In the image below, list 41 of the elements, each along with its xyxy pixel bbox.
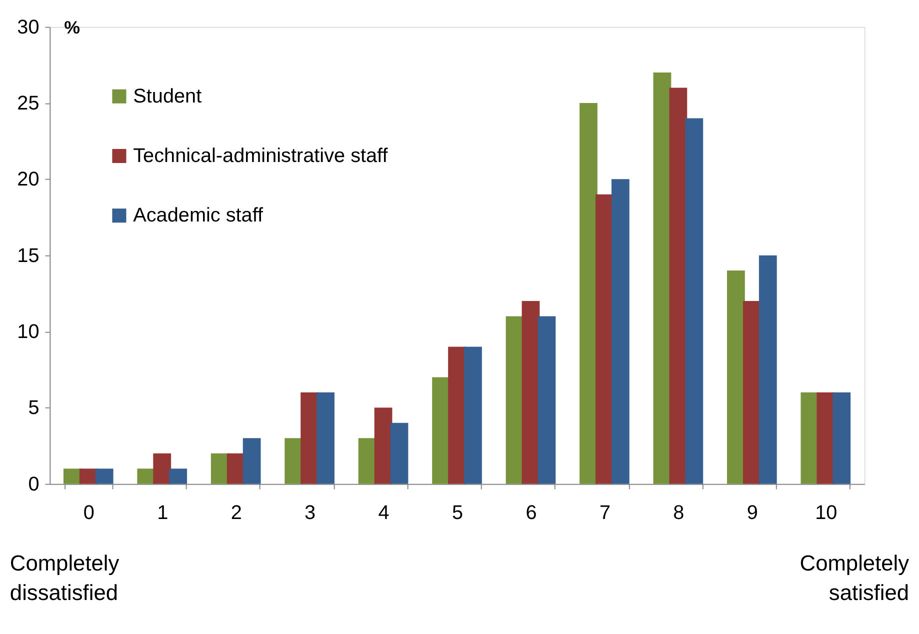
text: Completely satisfied <box>800 550 910 606</box>
bar <box>390 422 408 484</box>
x-tick-label: 1 <box>157 502 168 524</box>
bar <box>685 118 704 484</box>
bar <box>95 468 114 484</box>
y-tick-label: 15 <box>17 244 40 267</box>
y-tick-label: 10 <box>17 320 40 343</box>
bar <box>316 392 334 484</box>
x-tick-label: 2 <box>230 502 242 524</box>
legend-label: Student <box>133 85 202 108</box>
x-tick-label: 6 <box>526 502 537 524</box>
bar <box>832 392 851 484</box>
x-tick-label: 8 <box>673 502 684 524</box>
y-tick-label: 0 <box>28 473 40 496</box>
bar <box>727 270 745 484</box>
bar <box>653 72 672 484</box>
bar <box>612 179 630 484</box>
y-tick-label: 30 <box>17 16 40 38</box>
y-tick-label: 20 <box>17 168 40 191</box>
x-tick-label: 9 <box>746 502 758 524</box>
y-tick-label: 25 <box>17 92 40 114</box>
x-tick-label: 4 <box>378 502 390 524</box>
x-tick-label: 10 <box>815 502 838 524</box>
x-tick-label: 0 <box>83 502 94 524</box>
bar <box>153 453 172 484</box>
bar <box>242 438 261 484</box>
bar <box>374 408 392 484</box>
bar <box>758 255 777 484</box>
bar <box>169 468 188 484</box>
legend-label: Technical-administrative staff <box>133 144 388 167</box>
bar <box>522 301 540 484</box>
bar <box>580 102 598 484</box>
y-tick-label: 5 <box>28 397 40 420</box>
x-tick-label: 5 <box>452 502 464 524</box>
bar <box>464 346 482 484</box>
text: Completely dissatisfied <box>10 550 120 606</box>
x-tick-label: 3 <box>304 502 316 524</box>
y-axis-title: % <box>64 17 80 38</box>
x-tick-label: 7 <box>599 502 610 524</box>
bar <box>538 316 556 484</box>
legend-label: Academic staff <box>133 204 264 227</box>
